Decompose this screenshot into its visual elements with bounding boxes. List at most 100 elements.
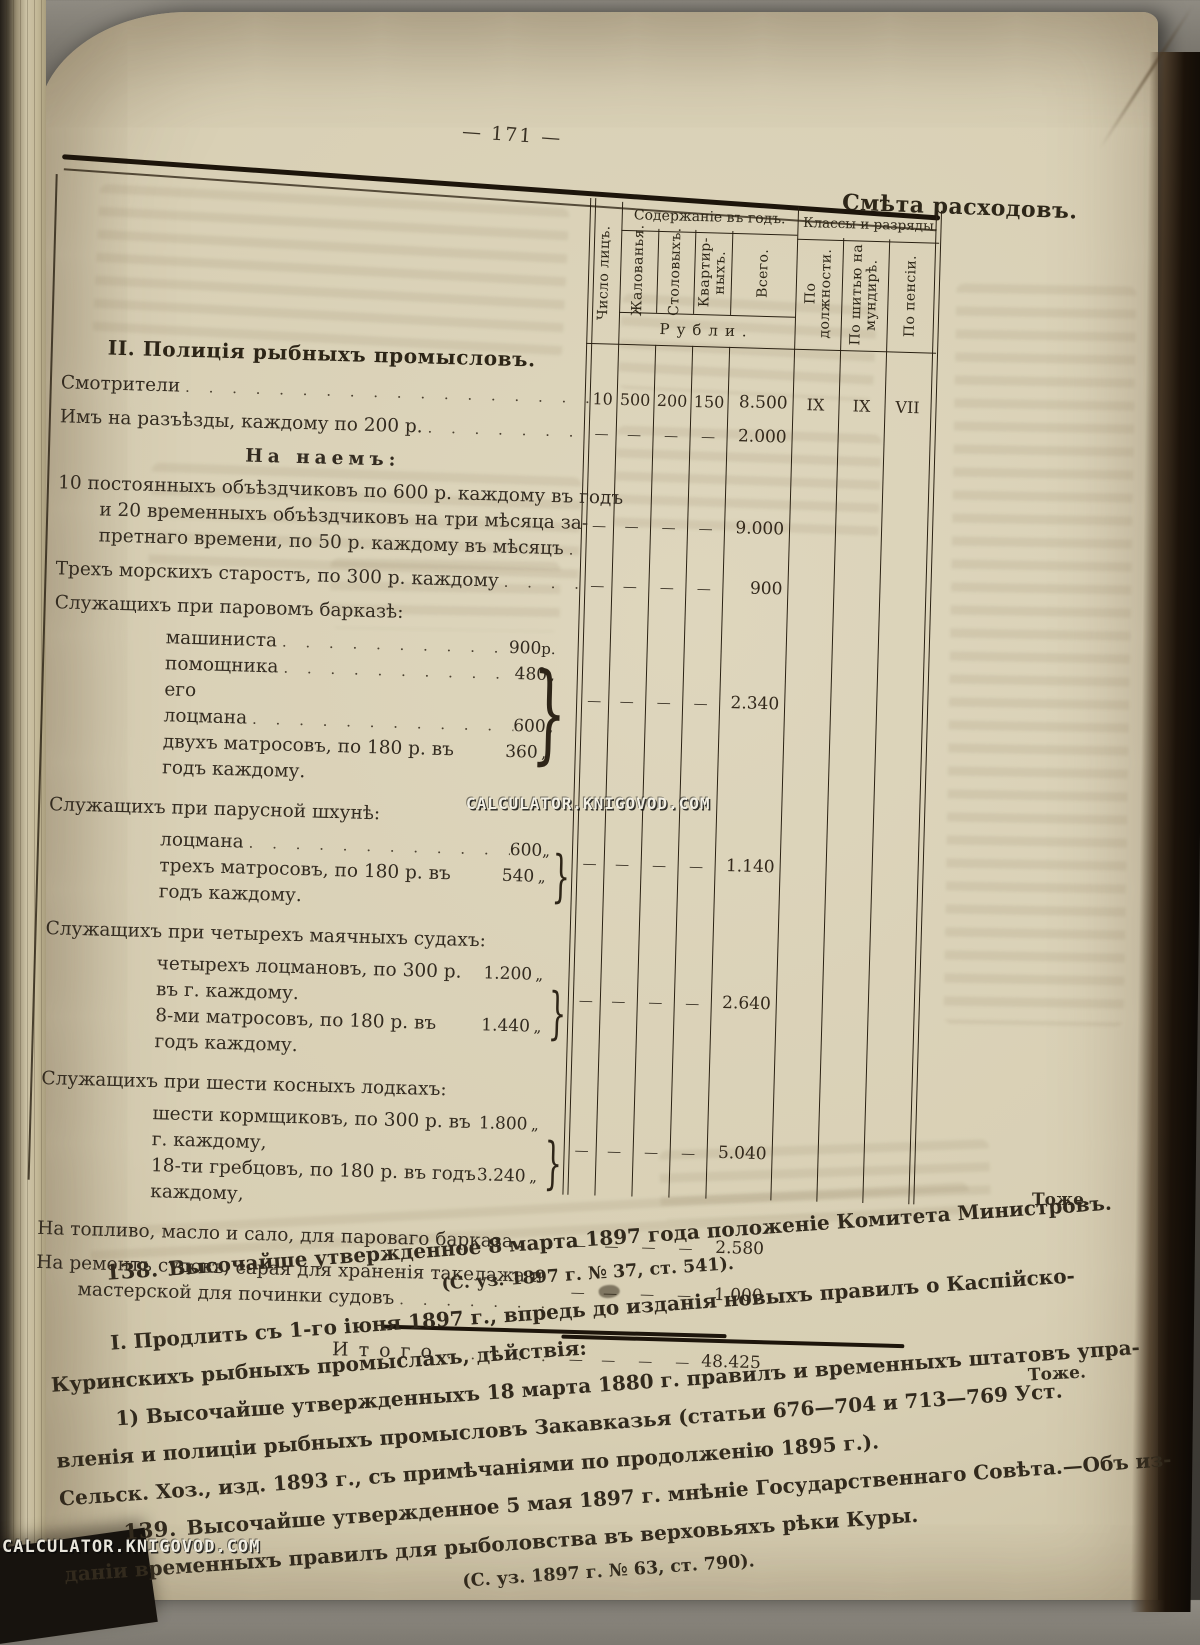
- row-description: Имъ на разъѣзды, каждому по 200 р.. . . …: [52, 404, 588, 445]
- cell-class-uniform: [838, 439, 884, 440]
- sub-amount: 3.240: [476, 1165, 526, 1187]
- rubles-band: Рубли.: [659, 319, 754, 341]
- group-subitems: машиниста. . . . . . . . . . . . . . . .…: [50, 622, 582, 793]
- cell-class-pension: [879, 592, 925, 593]
- cell-salary: —: [624, 518, 639, 535]
- subitem-label: 18-ти гребцовъ, по 180 р. въ годъ каждом…: [150, 1155, 477, 1205]
- cell-salary: —: [626, 426, 642, 443]
- cell-salary: —: [614, 856, 630, 873]
- subitem-label: помощника его: [164, 653, 279, 702]
- cell-stolovyh: 200: [656, 390, 688, 411]
- cell-class-pension: [884, 440, 930, 441]
- brace: }: [530, 650, 569, 777]
- sub-amount-unit: „: [537, 867, 546, 886]
- sub-amount-unit: „: [530, 1115, 540, 1134]
- subheading-label: На наемъ:: [244, 445, 401, 471]
- cell-stolovyh: —: [663, 427, 679, 445]
- table-row: 10 постоянныхъ объѣздчиковъ по 600 р. ка…: [48, 470, 928, 572]
- cell-vsego: 9.000: [735, 518, 785, 540]
- cell-kvartirnyh: —: [685, 995, 700, 1012]
- cell-vsego: 1.140: [725, 856, 775, 878]
- section-title: II. Полиція рыбныхъ промысловъ.: [107, 335, 537, 372]
- cell-salary: —: [611, 993, 626, 1010]
- cell-vsego: 2.640: [721, 992, 772, 1015]
- table-header: Число лицъ. Содержаніе въ годъ. Жаловань…: [590, 201, 944, 353]
- sub-amount: 1.200: [483, 963, 533, 985]
- cell-class-pension: [864, 1157, 910, 1158]
- subitem-label: двухъ матросовъ, по 180 р. въ годъ каждо…: [161, 731, 455, 783]
- group-subitem: 18-ти гребцовъ, по 180 р. въ годъ каждом…: [150, 1153, 541, 1216]
- dot-leader: . . . . . . . . . . . . . . . . . . . . …: [278, 654, 515, 687]
- cell-vsego: 8.500: [738, 392, 788, 414]
- col-header-class-pension: По пенсіи.: [901, 254, 920, 338]
- cell-stolovyh: —: [651, 857, 667, 874]
- sub-amount-unit: „: [533, 1017, 542, 1036]
- row-cells: — — — — 5.040: [566, 1081, 912, 1226]
- cell-class-pension: [881, 532, 927, 533]
- cell-class-pension: [868, 1007, 914, 1008]
- cell-persons: [587, 466, 615, 467]
- cell-class-position: [787, 590, 833, 591]
- cell-class-pension: [872, 870, 918, 871]
- row-cells: — — — — 9.000: [584, 485, 928, 573]
- cell-stolovyh: [652, 468, 689, 469]
- cell-class-position: [780, 868, 826, 869]
- cell-class-uniform: [835, 531, 881, 532]
- row-cells: — — — — 2.640: [570, 931, 916, 1076]
- cell-class-pension: VII: [895, 397, 920, 417]
- row-description: Служащихъ при четырехъ маячныхъ судахъ: ч…: [34, 916, 574, 1067]
- brace: }: [543, 1131, 564, 1197]
- cell-class-position: [789, 530, 835, 531]
- expense-table: Число лицъ. Содержаніе въ годъ. Жаловань…: [25, 128, 955, 1373]
- cell-kvartirnyh: —: [700, 428, 716, 446]
- sub-amount-unit: „: [529, 1167, 538, 1186]
- articles-section: 138. Высочайше утвержденное 8 марта 1897 …: [43, 1188, 1172, 1631]
- cell-persons: —: [578, 992, 594, 1009]
- table-row-group: Служащихъ при паровомъ барказѣ: машиниста…: [42, 590, 925, 802]
- watermark: CALCULATOR.KNIGOVOD.COM: [466, 794, 711, 813]
- sub-amount: 1.800: [478, 1113, 528, 1135]
- row-description: Смотрители. . . . . . . . . . . . . . . …: [53, 370, 590, 411]
- group-subitem: двухъ матросовъ, по 180 р. въ годъ каждо…: [162, 729, 553, 792]
- subitem-label: машиниста: [165, 627, 278, 652]
- row-cells: — — — — 2.340: [578, 605, 925, 802]
- article-number: 138.: [104, 1256, 160, 1285]
- cell-kvartirnyh: —: [698, 520, 713, 538]
- subitem-label: лоцмана: [163, 705, 248, 729]
- row-label: Трехъ морскихъ старостъ, по 300 р. каждо…: [55, 558, 500, 592]
- group-subitem: 8-ми матросовъ, по 180 р. въ годъ каждом…: [154, 1003, 545, 1066]
- cell-class-pension: [883, 474, 929, 475]
- cell-class-uniform: [818, 1156, 864, 1157]
- cell-kvartirnyh: [689, 469, 726, 470]
- brace: }: [547, 981, 568, 1047]
- col-header-class-position: По должности.: [802, 248, 835, 339]
- watermark: CALCULATOR.KNIGOVOD.COM: [2, 1537, 261, 1557]
- brace: }: [551, 844, 572, 910]
- cell-stolovyh: —: [643, 1144, 659, 1161]
- col-header-salary: Жалованья.: [628, 224, 648, 317]
- cell-persons: —: [590, 577, 605, 595]
- subitem-label: трехъ матросовъ, по 180 р. въ годъ каждо…: [158, 855, 452, 907]
- subitem-label: лоцмана: [159, 829, 245, 853]
- sub-amount: 1.440: [480, 1015, 531, 1037]
- cell-persons: —: [586, 692, 602, 709]
- cell-class-position: [791, 472, 837, 473]
- col-header-class-uniform: По шитью на мундирѣ.: [847, 243, 881, 346]
- dot-leader: . . . . . . . . . . . . . . . . . . . . …: [184, 377, 590, 411]
- cell-vsego: 2.340: [730, 693, 780, 715]
- dot-leader: . . . . . . . . . . . . . . . . . . . . …: [563, 536, 585, 563]
- cell-persons: 10: [592, 388, 614, 409]
- cell-salary: —: [622, 578, 638, 595]
- cell-class-uniform: IX: [852, 395, 871, 416]
- cell-stolovyh: —: [656, 694, 671, 711]
- cell-salary: —: [619, 693, 634, 710]
- group-subitems: лоцмана. . . . . . . . . . . . . . . . .…: [46, 824, 576, 917]
- cell-persons: —: [594, 425, 609, 443]
- cell-salary: [615, 467, 652, 468]
- sub-amount-unit: „: [541, 841, 551, 861]
- row-cells: — — — — 900: [583, 571, 926, 607]
- cell-class-position: [784, 705, 830, 706]
- row-label: Смотрители: [60, 372, 181, 397]
- col-header-persons: Число лицъ.: [594, 224, 614, 320]
